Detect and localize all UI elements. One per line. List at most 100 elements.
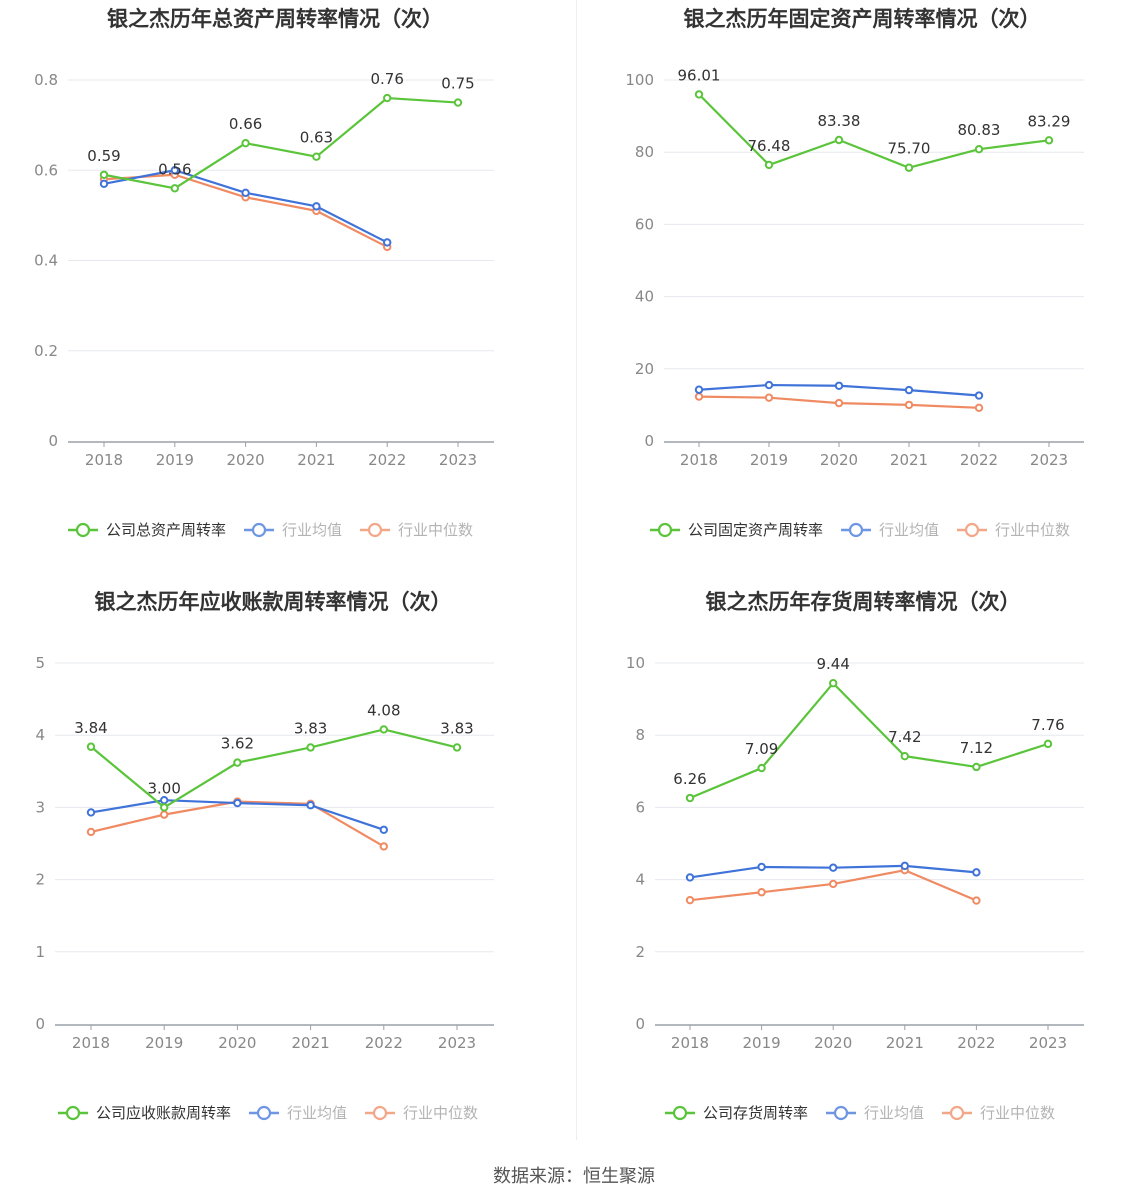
y-tick-label: 100 — [625, 71, 654, 89]
y-tick-label: 0 — [644, 432, 654, 450]
data-label: 7.76 — [1031, 716, 1064, 734]
data-point-median — [757, 888, 766, 897]
data-label: 3.83 — [440, 719, 473, 737]
data-label: 0.56 — [158, 160, 191, 178]
x-tick-label: 2020 — [820, 451, 858, 469]
legend-item: 行业中位数 — [360, 521, 473, 539]
x-tick-label: 2021 — [297, 451, 335, 469]
y-tick-label: 0 — [48, 432, 58, 450]
chart-title: 银之杰历年应收账款周转率情况（次） — [95, 590, 452, 614]
data-point-company — [160, 803, 169, 812]
legend-item: 公司固定资产周转率 — [650, 521, 823, 539]
legend-item: 公司总资产周转率 — [68, 521, 226, 539]
panel-divider — [576, 0, 577, 1140]
data-label: 9.44 — [816, 655, 849, 673]
data-label: 83.29 — [1028, 112, 1071, 130]
data-label: 75.70 — [888, 140, 931, 158]
series-line-company — [698, 93, 1050, 169]
legend-marker — [833, 1105, 849, 1121]
legend-item: 行业中位数 — [365, 1104, 478, 1122]
x-tick-label: 2020 — [218, 1034, 256, 1052]
data-label: 83.38 — [818, 112, 861, 130]
data-point-avg — [900, 861, 909, 871]
data-label: 6.26 — [673, 770, 706, 788]
chart-title: 银之杰历年固定资产周转率情况（次） — [684, 7, 1041, 31]
x-tick-label: 2021 — [292, 1034, 330, 1052]
y-tick-label: 8 — [635, 726, 645, 744]
data-label: 3.00 — [147, 779, 180, 797]
data-label: 7.09 — [745, 740, 778, 758]
chart-inventory-turnover: 银之杰历年存货周转率情况（次） 0 2 4 6 8 10 2018 2019 2020 2021 20… — [588, 583, 1148, 1153]
data-label: 7.12 — [960, 739, 993, 757]
data-point-median — [86, 827, 96, 837]
data-point-company — [764, 160, 774, 170]
x-tick-label: 2023 — [1030, 451, 1068, 469]
data-point-company — [694, 90, 704, 99]
data-point-avg — [974, 391, 984, 400]
y-tick-label: 10 — [626, 654, 645, 672]
data-label: 76.48 — [748, 137, 791, 155]
legend-label: 公司存货周转率 — [703, 1104, 808, 1122]
legend-marker — [372, 1105, 388, 1121]
x-tick-label: 2021 — [886, 1034, 924, 1052]
data-point-avg — [972, 868, 981, 877]
data-point-avg — [170, 166, 180, 175]
data-point-company — [312, 152, 321, 161]
legend-item: 行业均值 — [249, 1104, 347, 1122]
x-tick-label: 2021 — [890, 451, 928, 469]
y-tick-label: 1 — [35, 943, 45, 961]
legend-item: 行业均值 — [826, 1104, 924, 1122]
x-tick-label: 2018 — [680, 451, 718, 469]
legend-label: 公司应收账款周转率 — [96, 1104, 231, 1122]
x-tick-label: 2018 — [671, 1034, 709, 1052]
y-tick-label: 40 — [635, 288, 654, 306]
data-point-company — [972, 762, 981, 772]
data-label: 3.84 — [74, 719, 107, 737]
y-tick-label: 20 — [635, 360, 654, 378]
chart-svg: 银之杰历年固定资产周转率情况（次） 0 20 40 60 80 100 2018 2019 202… — [625, 7, 1084, 539]
data-point-company — [757, 763, 766, 773]
data-point-avg — [829, 863, 838, 872]
data-point-avg — [834, 381, 844, 390]
legend-item: 行业中位数 — [942, 1104, 1055, 1122]
y-tick-label: 0 — [35, 1015, 45, 1033]
series-line-median — [90, 800, 385, 848]
data-point-median — [160, 810, 169, 819]
legend-item: 公司应收账款周转率 — [58, 1104, 231, 1122]
legend-marker — [848, 522, 864, 538]
data-label: 7.42 — [888, 728, 921, 746]
x-tick-label: 2019 — [156, 451, 194, 469]
data-label: 4.08 — [367, 701, 400, 719]
data-point-median — [764, 393, 774, 402]
chart-fixed-asset-turnover: 银之杰历年固定资产周转率情况（次） 0 20 40 60 80 100 2018 2019 202… — [588, 0, 1148, 570]
y-tick-label: 60 — [635, 215, 654, 233]
data-point-company — [241, 138, 250, 148]
chart-svg: 银之杰历年总资产周转率情况（次） 0 0.2 0.4 0.6 0.8 2018 2019 202… — [34, 7, 494, 539]
data-point-median — [379, 842, 388, 851]
series-line-company — [103, 96, 459, 190]
data-point-company — [974, 145, 984, 154]
data-point-median — [904, 400, 914, 410]
y-tick-label: 0.6 — [34, 161, 58, 179]
series-line-company — [689, 682, 1049, 800]
x-tick-label: 2020 — [227, 451, 265, 469]
legend-label: 行业均值 — [864, 1104, 924, 1122]
data-point-median — [694, 392, 704, 401]
legend-marker — [256, 1105, 272, 1121]
x-tick-label: 2023 — [438, 1034, 476, 1052]
legend-marker — [964, 522, 980, 538]
data-point-company — [834, 135, 844, 145]
data-point-avg — [306, 801, 315, 810]
y-tick-label: 6 — [635, 798, 645, 816]
legend-marker — [251, 522, 267, 538]
data-point-company — [453, 98, 463, 107]
data-point-company — [383, 93, 392, 103]
chart-svg: 银之杰历年存货周转率情况（次） 0 2 4 6 8 10 2018 2019 2020 2021 20… — [626, 590, 1084, 1122]
data-label: 3.83 — [294, 719, 327, 737]
x-tick-label: 2018 — [72, 1034, 110, 1052]
data-point-median — [972, 896, 981, 905]
data-point-avg — [757, 862, 766, 872]
data-point-company — [306, 743, 315, 752]
y-tick-label: 0 — [635, 1015, 645, 1033]
y-tick-label: 4 — [635, 871, 645, 889]
